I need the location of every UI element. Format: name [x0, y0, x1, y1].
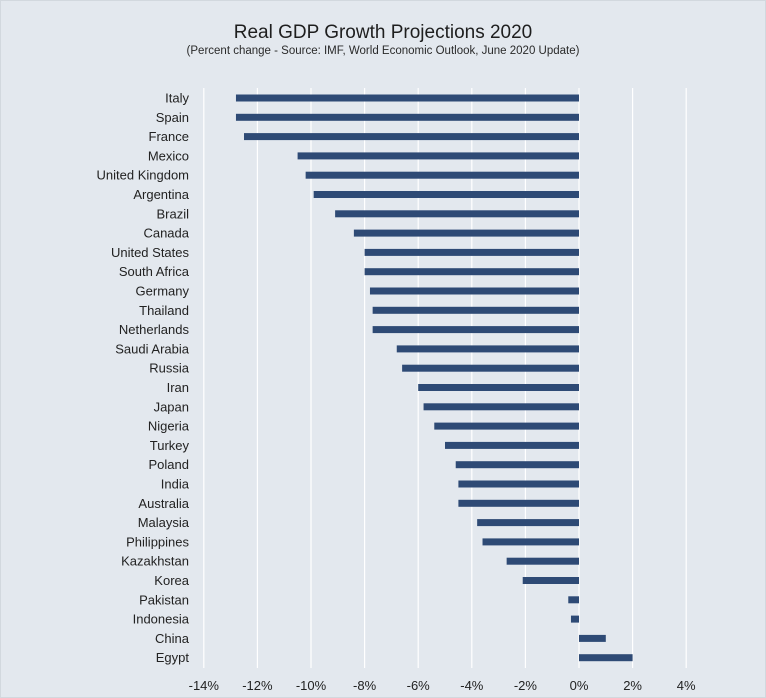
bar-philippines — [482, 538, 579, 546]
category-label: Poland — [149, 457, 189, 472]
bar-germany — [369, 287, 579, 295]
category-label: Netherlands — [119, 322, 190, 337]
category-label: Indonesia — [133, 612, 190, 627]
bar-spain — [235, 113, 579, 121]
bar-malaysia — [477, 519, 579, 527]
x-tick-label: -8% — [353, 678, 377, 693]
category-label: Brazil — [156, 206, 189, 221]
bar-italy — [235, 94, 579, 102]
category-label: Malaysia — [138, 515, 190, 530]
bar-united-states — [364, 248, 579, 256]
chart-subtitle: (Percent change - Source: IMF, World Eco… — [186, 45, 580, 57]
category-label: Pakistan — [139, 592, 189, 607]
category-label: South Africa — [119, 264, 190, 279]
category-label: India — [161, 477, 190, 492]
bar-australia — [458, 499, 579, 507]
x-tick-label: -12% — [242, 678, 273, 693]
bar-china — [579, 634, 606, 642]
x-tick-label: -4% — [460, 678, 484, 693]
bar-united-kingdom — [305, 171, 579, 179]
category-label: China — [155, 631, 190, 646]
bar-pakistan — [568, 596, 579, 604]
bar-france — [244, 133, 579, 141]
category-label: Japan — [154, 399, 189, 414]
bar-south-africa — [364, 268, 579, 276]
gridlines — [203, 88, 687, 668]
x-tick-labels: -14% -12% -10% -8% -6% -4% -2% 0% 2% 4% — [189, 678, 696, 693]
bar-mexico — [297, 152, 579, 160]
bar-indonesia — [570, 615, 579, 623]
category-label: Russia — [149, 361, 190, 376]
bar-brazil — [335, 210, 579, 218]
bar-iran — [418, 384, 579, 391]
bar-kazakhstan — [506, 557, 579, 565]
category-label: Iran — [167, 380, 189, 395]
category-label: Argentina — [133, 187, 189, 202]
category-labels: Italy Spain France Mexico United Kingdom Arge… — [97, 91, 190, 666]
bar-saudi-arabia — [396, 345, 579, 353]
category-label: Italy — [165, 91, 189, 106]
x-tick-label: 0% — [570, 678, 589, 693]
category-label: United States — [111, 245, 190, 260]
bar-canada — [353, 229, 579, 237]
bar-thailand — [372, 306, 579, 314]
bar-russia — [402, 364, 579, 372]
bar-egypt — [579, 654, 633, 662]
bars — [235, 94, 633, 662]
bar-argentina — [313, 191, 579, 198]
x-tick-label: -14% — [189, 678, 220, 693]
bar-turkey — [445, 441, 579, 449]
category-label: United Kingdom — [97, 168, 190, 183]
category-label: France — [149, 129, 189, 144]
category-label: Turkey — [150, 438, 190, 453]
x-tick-label: -10% — [296, 678, 327, 693]
bar-nigeria — [434, 422, 579, 430]
category-label: Canada — [143, 226, 189, 241]
category-label: Australia — [138, 496, 189, 511]
x-tick-label: -6% — [407, 678, 431, 693]
category-label: Philippines — [126, 534, 189, 549]
category-label: Korea — [154, 573, 189, 588]
bar-poland — [455, 461, 579, 469]
category-label: Germany — [136, 284, 190, 299]
bar-korea — [522, 577, 579, 584]
category-label: Kazakhstan — [121, 554, 189, 569]
x-tick-label: -2% — [514, 678, 538, 693]
bar-japan — [423, 403, 579, 411]
category-label: Spain — [156, 110, 189, 125]
bar-india — [458, 480, 579, 488]
category-label: Nigeria — [148, 419, 190, 434]
category-label: Mexico — [148, 148, 189, 163]
category-label: Egypt — [156, 650, 190, 665]
category-label: Thailand — [139, 303, 189, 318]
x-tick-label: 4% — [677, 678, 696, 693]
category-label: Saudi Arabia — [115, 341, 189, 356]
chart-title: Real GDP Growth Projections 2020 — [233, 22, 533, 43]
bar-netherlands — [372, 326, 579, 334]
x-tick-label: 2% — [623, 678, 642, 693]
